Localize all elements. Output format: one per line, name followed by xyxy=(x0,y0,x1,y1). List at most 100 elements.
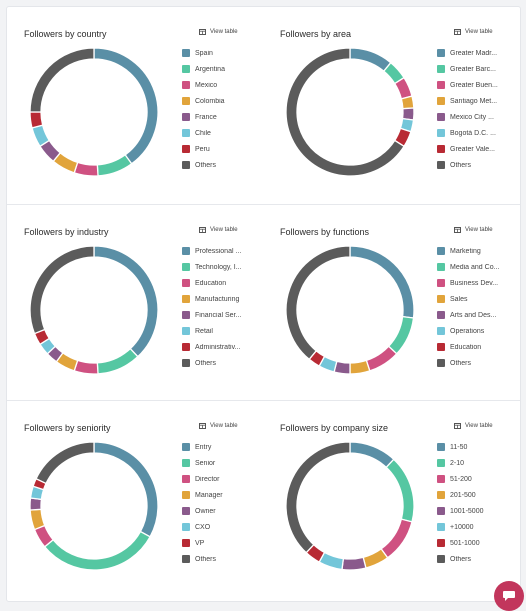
legend-label: Greater Barc... xyxy=(450,65,496,73)
legend-item[interactable]: Greater Vale... xyxy=(437,144,512,154)
legend-item[interactable]: Owner xyxy=(182,506,257,516)
donut-segment-2[interactable] xyxy=(96,153,133,177)
donut-segment-4[interactable] xyxy=(29,508,46,531)
view-table-button[interactable]: View table xyxy=(454,29,493,35)
legend-item[interactable]: CXO xyxy=(182,522,257,532)
donut-segment-1[interactable] xyxy=(93,245,159,358)
donut-segment-8[interactable] xyxy=(35,441,95,485)
legend-item[interactable]: Director xyxy=(182,474,257,484)
chat-button[interactable] xyxy=(494,581,524,611)
legend-swatch xyxy=(182,247,190,255)
table-icon xyxy=(199,227,206,233)
legend-item[interactable]: Others xyxy=(182,554,257,564)
donut-segment-4[interactable] xyxy=(362,547,389,569)
view-table-label: View table xyxy=(210,29,238,35)
legend-item[interactable]: Media and Co... xyxy=(437,262,512,272)
donut-segment-1[interactable] xyxy=(349,47,392,73)
legend-item[interactable]: Education xyxy=(182,278,257,288)
donut-segment-1[interactable] xyxy=(349,245,415,319)
legend-item[interactable]: Colombia xyxy=(182,96,257,106)
legend-item[interactable]: Education xyxy=(437,342,512,352)
donut-segment-7[interactable] xyxy=(29,111,44,129)
legend-item[interactable]: 2-10 xyxy=(437,458,512,468)
legend-item[interactable]: +10000 xyxy=(437,522,512,532)
legend-item[interactable]: Others xyxy=(437,554,512,564)
donut-segment-4[interactable] xyxy=(400,95,415,110)
view-table-button[interactable]: View table xyxy=(199,227,238,233)
legend-swatch xyxy=(437,161,445,169)
legend-label: Technology, I... xyxy=(195,263,242,271)
legend-item[interactable]: Entry xyxy=(182,442,257,452)
donut-segment-2[interactable] xyxy=(96,347,139,375)
legend-item[interactable]: 501-1000 xyxy=(437,538,512,548)
legend-item[interactable]: Manufacturing xyxy=(182,294,257,304)
legend-item[interactable]: Argentina xyxy=(182,64,257,74)
legend-swatch xyxy=(437,523,445,531)
legend-item[interactable]: Santiago Met... xyxy=(437,96,512,106)
donut-segment-4[interactable] xyxy=(349,359,371,375)
legend-item[interactable]: Professional ... xyxy=(182,246,257,256)
legend-item[interactable]: Retail xyxy=(182,326,257,336)
donut-segment-8[interactable] xyxy=(29,47,95,113)
table-icon xyxy=(199,423,206,429)
legend-item[interactable]: Mexico City ... xyxy=(437,112,512,122)
donut-segment-8[interactable] xyxy=(285,47,405,177)
legend-item[interactable]: Greater Barc... xyxy=(437,64,512,74)
legend-label: Greater Buen... xyxy=(450,81,498,89)
donut-segment-1[interactable] xyxy=(93,47,159,165)
view-table-button[interactable]: View table xyxy=(454,227,493,233)
legend-item[interactable]: Spain xyxy=(182,48,257,58)
view-table-button[interactable]: View table xyxy=(454,423,493,429)
legend-swatch xyxy=(437,311,445,319)
legend-item[interactable]: Manager xyxy=(182,490,257,500)
legend-item[interactable]: Greater Madr... xyxy=(437,48,512,58)
legend-item[interactable]: Marketing xyxy=(437,246,512,256)
legend-swatch xyxy=(182,359,190,367)
legend-item[interactable]: 11-50 xyxy=(437,442,512,452)
chart-card-company_size: Followers by company size View table 11-50… xyxy=(263,401,519,597)
donut-segment-2[interactable] xyxy=(385,458,415,523)
donut-segment-1[interactable] xyxy=(349,441,395,469)
donut-chart xyxy=(285,245,415,375)
view-table-button[interactable]: View table xyxy=(199,423,238,429)
donut-segment-3[interactable] xyxy=(73,161,99,177)
legend-item[interactable]: Sales xyxy=(437,294,512,304)
legend-item[interactable]: France xyxy=(182,112,257,122)
legend-item[interactable]: Business Dev... xyxy=(437,278,512,288)
donut-segment-1[interactable] xyxy=(93,441,159,538)
legend-item[interactable]: Mexico xyxy=(182,80,257,90)
legend-item[interactable]: Bogotá D.C. ... xyxy=(437,128,512,138)
legend-item[interactable]: Administrativ... xyxy=(182,342,257,352)
table-icon xyxy=(454,423,461,429)
legend-item[interactable]: Chile xyxy=(182,128,257,138)
legend-item[interactable]: Peru xyxy=(182,144,257,154)
legend-item[interactable]: Greater Buen... xyxy=(437,80,512,90)
legend-item[interactable]: Others xyxy=(437,358,512,368)
view-table-button[interactable]: View table xyxy=(199,29,238,35)
legend-label: Argentina xyxy=(195,65,225,73)
legend-item[interactable]: Arts and Des... xyxy=(437,310,512,320)
donut-segment-8[interactable] xyxy=(285,441,351,554)
donut-segment-5[interactable] xyxy=(341,556,367,571)
legend-item[interactable]: Others xyxy=(182,358,257,368)
legend-item[interactable]: Operations xyxy=(437,326,512,336)
donut-segment-3[interactable] xyxy=(380,518,413,559)
legend-item[interactable]: 51-200 xyxy=(437,474,512,484)
donut-segment-2[interactable] xyxy=(387,315,415,355)
legend-label: 11-50 xyxy=(450,443,468,451)
legend-item[interactable]: Others xyxy=(182,160,257,170)
donut-segment-8[interactable] xyxy=(29,245,95,335)
legend-swatch xyxy=(182,491,190,499)
donut-segment-3[interactable] xyxy=(365,345,398,372)
donut-segment-2[interactable] xyxy=(43,530,151,571)
legend-item[interactable]: Senior xyxy=(182,458,257,468)
donut-segment-8[interactable] xyxy=(285,245,351,361)
legend-item[interactable]: VP xyxy=(182,538,257,548)
legend-item[interactable]: 1001-5000 xyxy=(437,506,512,516)
legend-item[interactable]: Financial Ser... xyxy=(182,310,257,320)
legend-item[interactable]: Technology, I... xyxy=(182,262,257,272)
legend-item[interactable]: 201-500 xyxy=(437,490,512,500)
legend-item[interactable]: Others xyxy=(437,160,512,170)
legend-label: Manager xyxy=(195,491,223,499)
donut-segment-3[interactable] xyxy=(73,359,99,375)
